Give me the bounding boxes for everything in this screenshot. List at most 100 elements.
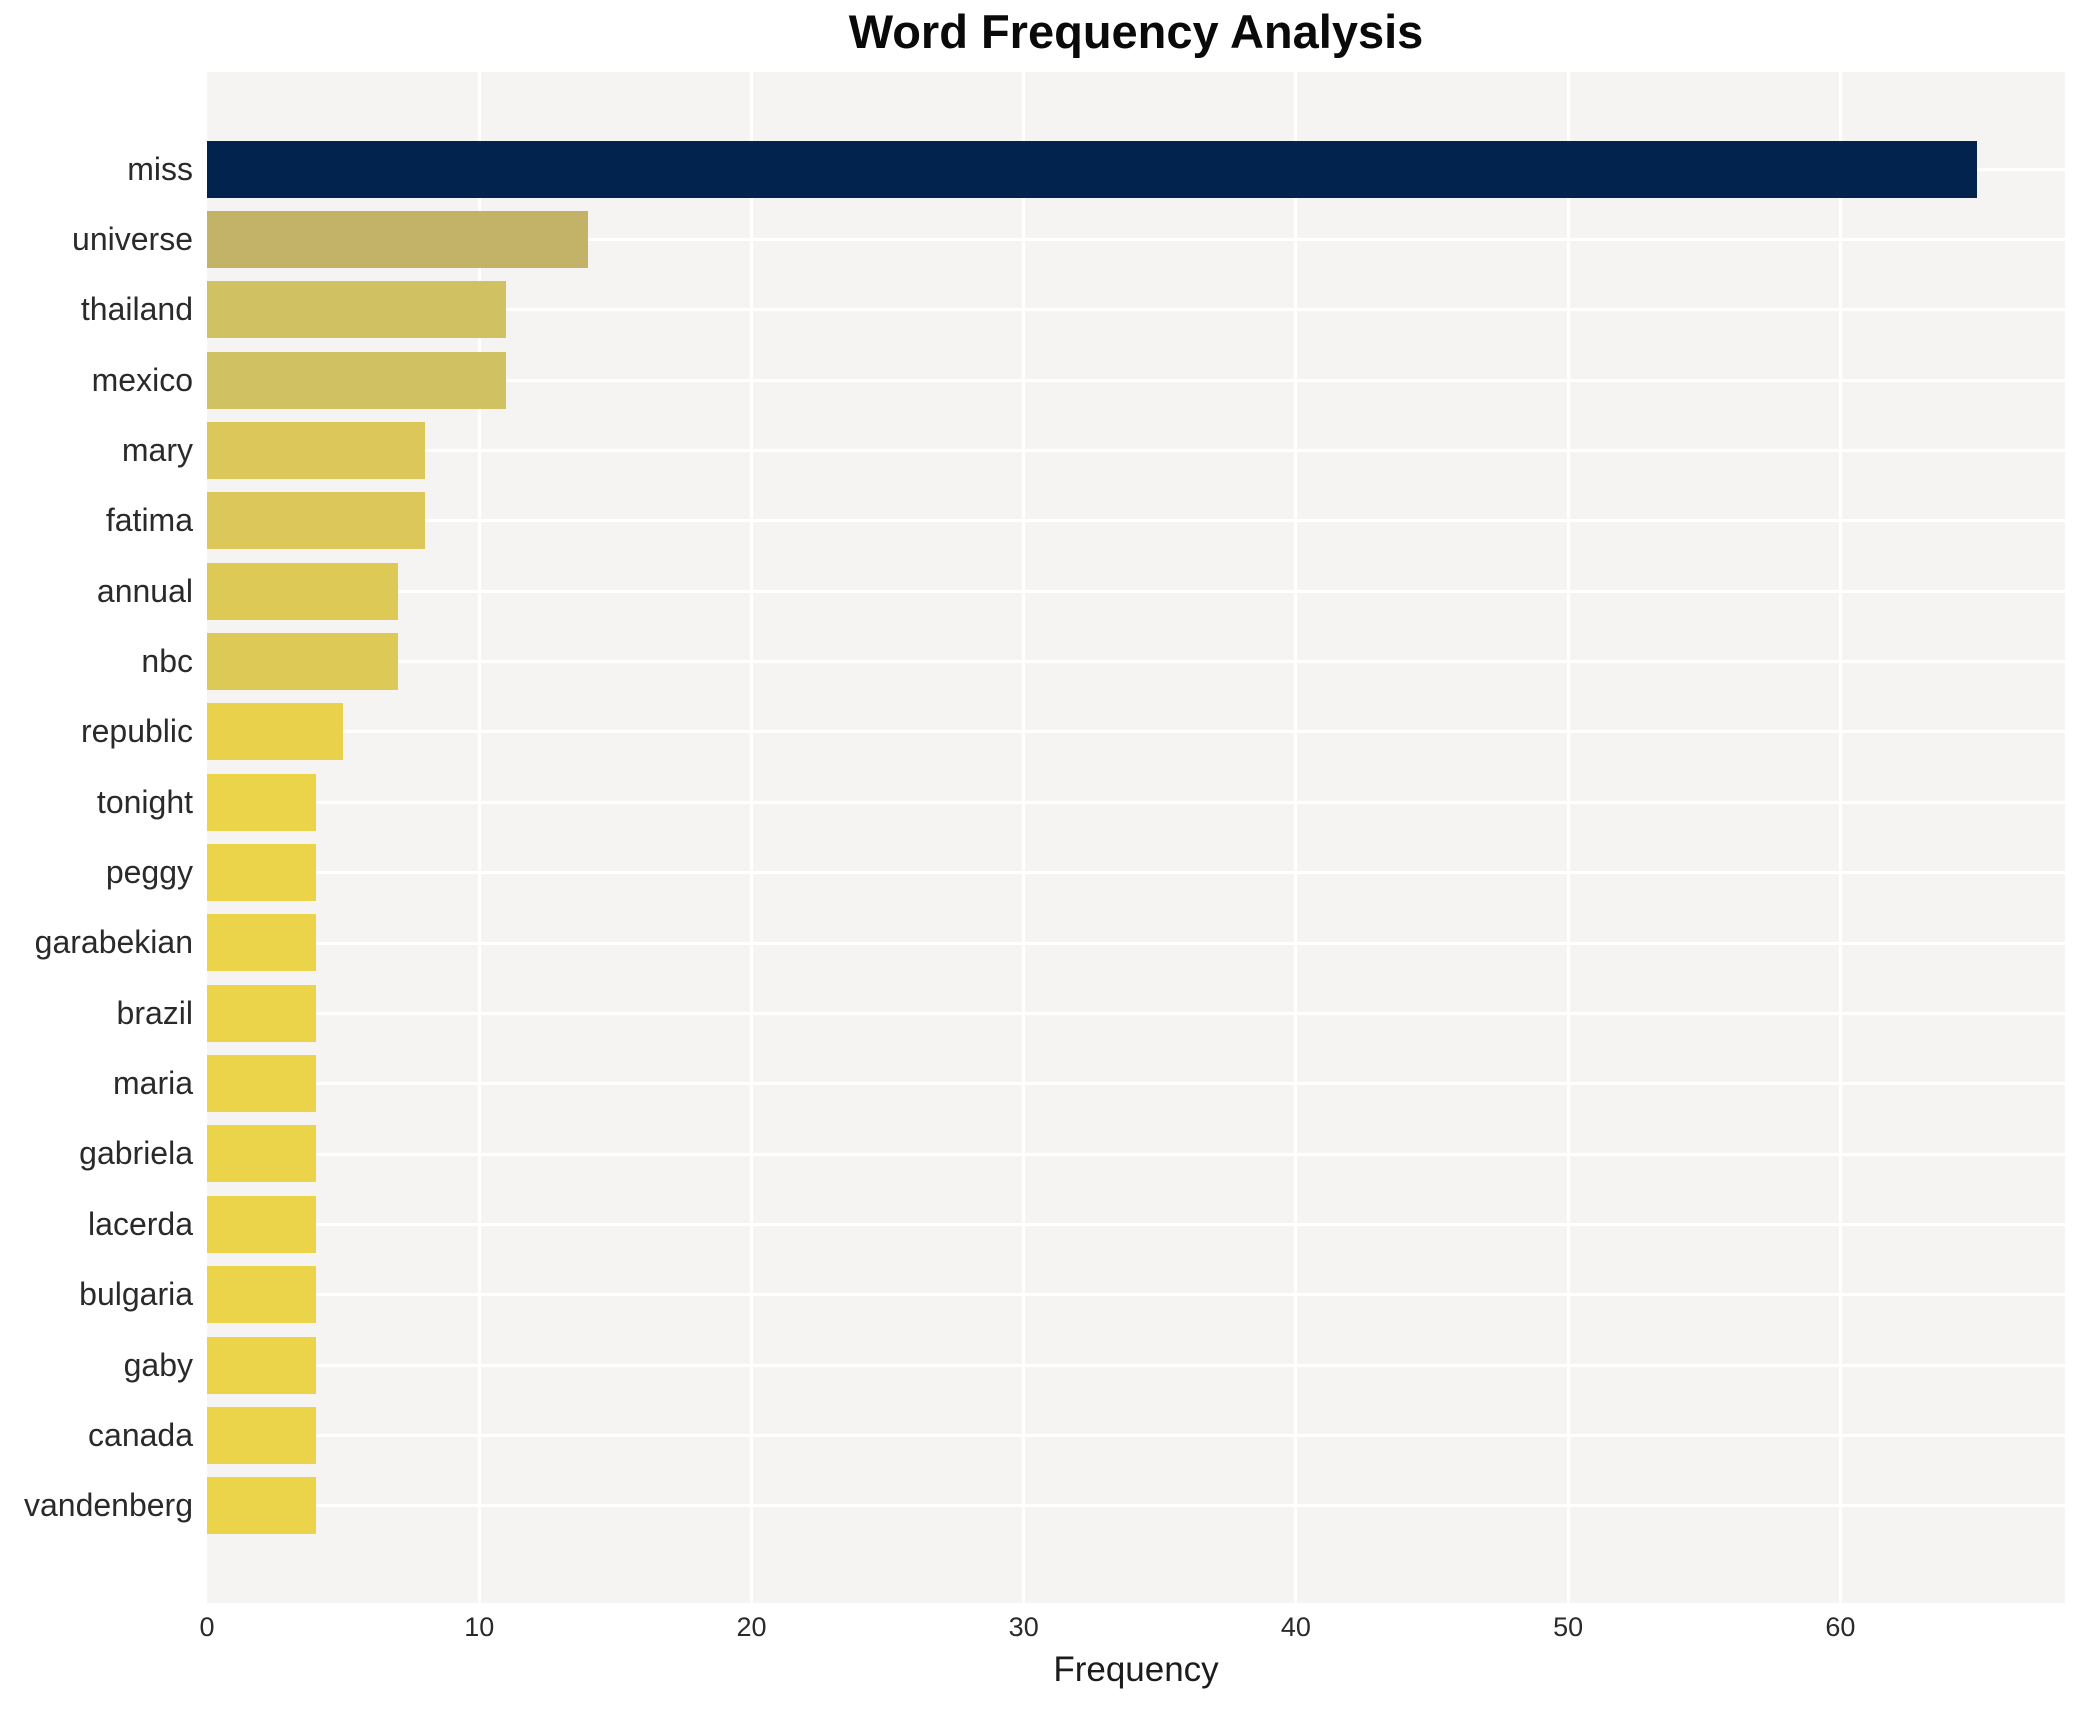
bar-row: maria (0, 1048, 2085, 1118)
bar-row: vandenberg (0, 1471, 2085, 1541)
bar-track (207, 1406, 2065, 1464)
bar-track (207, 633, 2065, 691)
y-tick-label: miss (127, 150, 193, 187)
bar-track (207, 984, 2065, 1042)
bar-fatima (207, 492, 425, 550)
bar-track (207, 703, 2065, 761)
gridline-vertical (749, 72, 753, 1603)
bar-row: republic (0, 697, 2085, 767)
bar-peggy (207, 844, 316, 902)
bar-track (207, 1125, 2065, 1183)
chart-title: Word Frequency Analysis (848, 5, 1424, 58)
gridline-horizontal (207, 800, 2065, 804)
bar-row: nbc (0, 626, 2085, 696)
bar-universe (207, 211, 589, 269)
bar-gabriela (207, 1125, 316, 1183)
x-tick-label: 20 (736, 1612, 767, 1642)
x-tick-label: 60 (1825, 1612, 1856, 1642)
bar-track (207, 1477, 2065, 1535)
bar-row: gabriela (0, 1119, 2085, 1189)
y-tick-label: canada (88, 1416, 193, 1453)
gridline-horizontal (207, 1363, 2065, 1367)
bar-canada (207, 1406, 316, 1464)
y-tick-label: fatima (105, 502, 193, 539)
bar-row: universe (0, 204, 2085, 274)
bar-miss (207, 140, 1977, 198)
x-tick-label: 50 (1553, 1612, 1584, 1642)
gridline-vertical (477, 72, 481, 1603)
bar-track (207, 562, 2065, 620)
y-tick-label: peggy (105, 854, 193, 891)
bar-row: thailand (0, 275, 2085, 345)
y-tick-label: lacerda (88, 1205, 193, 1242)
bar-track (207, 914, 2065, 972)
gridline-vertical (1022, 72, 1026, 1603)
bar-row: annual (0, 556, 2085, 626)
bar-republic (207, 703, 344, 761)
bar-row: garabekian (0, 908, 2085, 978)
bar-thailand (207, 281, 507, 339)
x-axis: 0 10 20 30 40 50 60 (0, 1612, 2085, 1652)
bar-track (207, 773, 2065, 831)
gridline-horizontal (207, 730, 2065, 734)
x-tick-label: 30 (1008, 1612, 1039, 1642)
bar-row: gaby (0, 1330, 2085, 1400)
bar-row: tonight (0, 767, 2085, 837)
bar-row: bulgaria (0, 1260, 2085, 1330)
bars-layer: miss universe thailand mexico mary fatima annu… (0, 72, 2085, 1603)
gridline-horizontal (207, 1082, 2065, 1086)
bar-track (207, 1195, 2065, 1253)
gridline-horizontal (207, 1222, 2065, 1226)
x-axis-title: Frequency (1053, 1650, 1219, 1689)
bar-track (207, 351, 2065, 409)
gridline-horizontal (207, 1293, 2065, 1297)
bar-annual (207, 562, 398, 620)
y-tick-label: garabekian (34, 924, 193, 961)
gridline-horizontal (207, 1011, 2065, 1015)
y-tick-label: mary (121, 432, 193, 469)
bar-maria (207, 1055, 316, 1113)
bar-track (207, 281, 2065, 339)
y-tick-label: mexico (91, 361, 193, 398)
bar-row: miss (0, 134, 2085, 204)
x-tick-label: 40 (1280, 1612, 1311, 1642)
y-tick-label: universe (72, 221, 193, 258)
bar-tonight (207, 773, 316, 831)
y-tick-label: vandenberg (23, 1487, 193, 1524)
bar-track (207, 211, 2065, 269)
bar-row: fatima (0, 486, 2085, 556)
gridline-horizontal (207, 941, 2065, 945)
y-tick-label: gaby (123, 1346, 193, 1383)
y-tick-label: annual (96, 572, 193, 609)
bar-track (207, 422, 2065, 480)
gridline-horizontal (207, 660, 2065, 664)
bar-track (207, 492, 2065, 550)
gridline-horizontal (207, 1433, 2065, 1437)
x-tick-label: 0 (199, 1612, 215, 1642)
y-tick-label: nbc (141, 643, 193, 680)
gridline-horizontal (207, 238, 2065, 242)
bar-mexico (207, 351, 507, 409)
gridline-vertical (1838, 72, 1842, 1603)
bar-row: canada (0, 1400, 2085, 1470)
gridline-horizontal (207, 589, 2065, 593)
bar-nbc (207, 633, 398, 691)
y-tick-label: thailand (80, 291, 193, 328)
bar-track (207, 1266, 2065, 1324)
bar-track (207, 1336, 2065, 1394)
y-tick-label: bulgaria (79, 1276, 193, 1313)
gridline-horizontal (207, 1152, 2065, 1156)
gridline-horizontal (207, 378, 2065, 382)
y-tick-label: brazil (116, 994, 193, 1031)
bar-bulgaria (207, 1266, 316, 1324)
y-tick-label: tonight (96, 783, 193, 820)
gridline-vertical (1566, 72, 1570, 1603)
y-tick-label: maria (112, 1065, 193, 1102)
gridline-horizontal (207, 1504, 2065, 1508)
gridline-horizontal (207, 519, 2065, 523)
gridline-horizontal (207, 871, 2065, 875)
gridline-vertical (1294, 72, 1298, 1603)
bar-garabekian (207, 914, 316, 972)
bar-row: peggy (0, 837, 2085, 907)
